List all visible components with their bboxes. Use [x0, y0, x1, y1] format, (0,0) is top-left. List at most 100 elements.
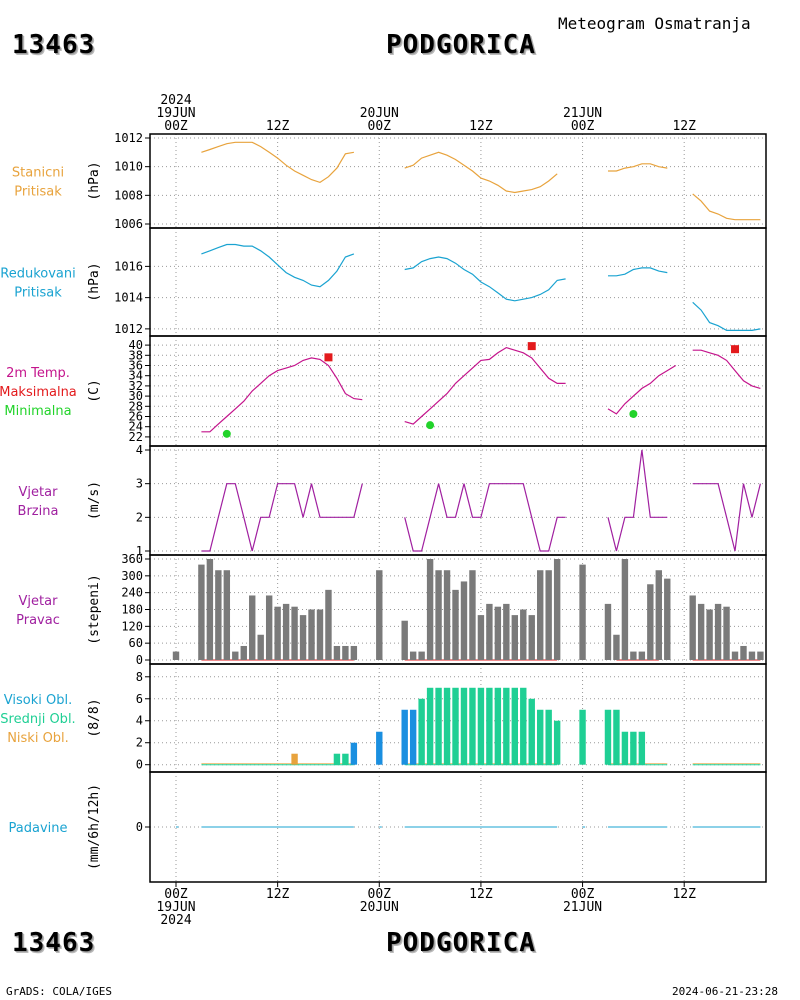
cloud-bar — [469, 687, 476, 765]
panel-label: Padavine — [9, 821, 68, 836]
y-tick-label: 1014 — [114, 291, 143, 305]
time-label-bottom: 00Z — [571, 887, 595, 902]
data-bar — [537, 570, 544, 660]
data-bar — [748, 651, 756, 660]
data-bar — [198, 564, 205, 660]
cloud-bar — [604, 709, 612, 765]
time-label-top: 00Z — [368, 119, 392, 134]
series-line — [404, 483, 566, 552]
cloud-bar — [621, 731, 629, 765]
min-temp-marker — [629, 409, 638, 418]
time-label-top: 2024 — [160, 93, 191, 108]
cloud-bar — [376, 731, 383, 765]
y-axis-label: (hPa) — [87, 161, 102, 200]
series-line — [692, 301, 761, 331]
panel-frame — [149, 771, 767, 883]
y-tick-label: 8 — [136, 670, 143, 684]
series-line — [201, 357, 363, 433]
y-tick-label: 300 — [121, 569, 143, 583]
panel-1: 1006 1008 1010 1012 (hPa) Stanicni Pritisak — [12, 131, 767, 231]
data-bar — [257, 634, 264, 660]
series-line — [201, 141, 355, 184]
data-bar — [757, 651, 764, 660]
cloud-bar — [537, 709, 544, 765]
series-line — [201, 243, 355, 288]
y-tick-label: 240 — [121, 586, 143, 600]
time-label-bottom: 2024 — [160, 913, 191, 928]
data-bar — [376, 570, 383, 660]
y-tick-label: 60 — [129, 636, 143, 650]
data-bar — [232, 651, 239, 660]
cloud-bar — [333, 753, 341, 765]
data-bar — [342, 645, 349, 660]
panel-label: Stanicni — [12, 166, 64, 181]
cloud-bar — [435, 687, 442, 765]
panel-frame — [149, 227, 767, 337]
time-label-bottom: 20JUN — [360, 900, 399, 915]
cloud-bar — [579, 709, 586, 765]
y-tick-label: 1 — [136, 544, 143, 558]
y-tick-label: 360 — [121, 552, 143, 566]
data-bar — [477, 615, 485, 660]
y-axis-label: (mm/6h/12h) — [87, 784, 102, 870]
series-line — [608, 267, 668, 277]
data-bar — [664, 578, 671, 660]
y-tick-label: 0 — [136, 820, 143, 834]
panel-frame — [149, 335, 767, 447]
data-bar — [731, 651, 739, 660]
time-label-top: 00Z — [164, 119, 188, 134]
y-axis-label: (C) — [87, 379, 102, 402]
data-bar — [655, 570, 662, 660]
panel-5: 0 60 120 180 240 300 360 (stepeni) Vjetar Pravac — [16, 552, 767, 667]
panel-4: 1 2 3 4 (m/s) Vjetar Brzina — [18, 443, 767, 558]
data-bar — [604, 603, 612, 660]
panel-label: Pritisak — [14, 286, 62, 301]
panel-label: Minimalna — [4, 404, 71, 419]
y-tick-label: 120 — [121, 619, 143, 633]
y-tick-label: 38 — [129, 348, 143, 362]
data-bar — [638, 651, 646, 660]
data-bar — [528, 615, 535, 660]
max-temp-marker — [731, 345, 740, 354]
data-bar — [452, 589, 459, 660]
time-label-bottom: 21JUN — [563, 900, 602, 915]
panel-label: Pravac — [16, 613, 60, 628]
data-bar — [240, 645, 247, 660]
cloud-bar — [520, 687, 527, 765]
data-bar — [553, 559, 561, 660]
data-bar — [215, 570, 222, 660]
min-temp-marker — [222, 429, 231, 438]
data-bar — [274, 606, 281, 660]
cloud-bar — [638, 731, 646, 765]
cloud-bar — [553, 720, 561, 765]
timestamp-label: 2024-06-21-23:28 — [672, 985, 778, 998]
data-bar — [647, 584, 654, 660]
series-line — [607, 449, 668, 552]
time-label-bottom: 00Z — [164, 887, 188, 902]
series-line — [404, 256, 566, 302]
time-label-bottom: 19JUN — [156, 900, 195, 915]
data-bar — [469, 570, 476, 660]
time-label-top: 12Z — [469, 119, 493, 134]
y-tick-label: 40 — [129, 338, 143, 352]
series-line — [692, 193, 761, 221]
cloud-bar — [613, 709, 620, 765]
y-tick-label: 1010 — [114, 160, 143, 174]
data-bar — [621, 559, 629, 660]
data-bar — [418, 651, 425, 660]
series-line — [404, 346, 566, 425]
data-bar — [723, 606, 730, 660]
cloud-bar — [342, 753, 349, 765]
time-label-bottom: 12Z — [266, 887, 290, 902]
time-label-top: 12Z — [266, 119, 290, 134]
panel-7: 0 (mm/6h/12h) Padavine — [9, 771, 767, 883]
cloud-bar — [486, 687, 493, 765]
cloud-bar — [477, 687, 485, 765]
data-bar — [697, 603, 705, 660]
time-label-top: 19JUN — [156, 106, 195, 121]
data-bar — [282, 603, 290, 660]
panel-frame — [149, 445, 767, 556]
cloud-bar — [350, 742, 358, 765]
data-bar — [545, 570, 552, 660]
station-id-top: 13463 — [12, 30, 96, 60]
